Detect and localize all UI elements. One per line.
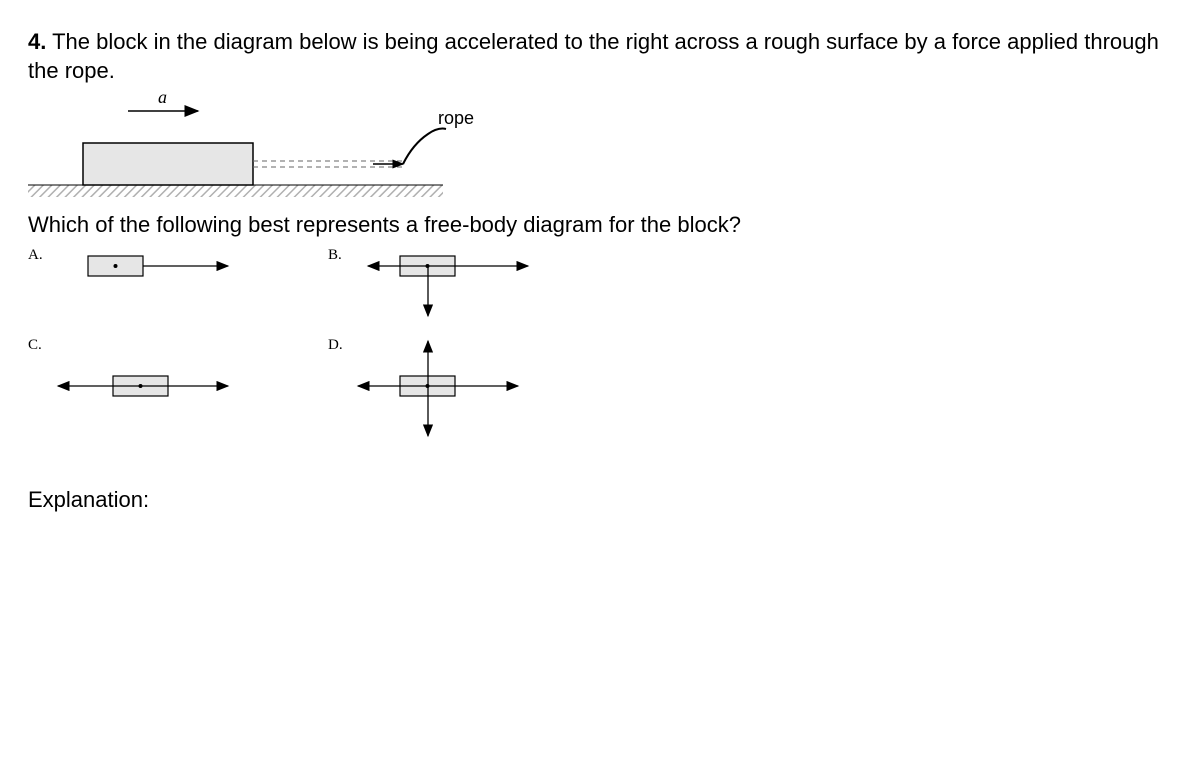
option-b-label: B. xyxy=(328,246,342,266)
option-a: A. xyxy=(28,246,328,336)
options-grid: A. B. C. D. xyxy=(28,246,1172,456)
scene-svg: a rope xyxy=(28,89,488,207)
option-c-label: C. xyxy=(28,336,42,356)
hand-curve xyxy=(403,129,446,164)
option-b-svg xyxy=(328,246,588,326)
option-a-svg xyxy=(28,246,288,326)
question-body: The block in the diagram below is being … xyxy=(28,29,1159,83)
ground xyxy=(28,185,443,197)
rope-label: rope xyxy=(438,108,474,128)
question-number: 4. xyxy=(28,29,46,54)
option-d-svg xyxy=(328,336,588,446)
option-c-svg xyxy=(28,336,288,446)
sub-question: Which of the following best represents a… xyxy=(28,211,1172,240)
option-b: B. xyxy=(328,246,628,336)
accel-label: a xyxy=(158,89,167,107)
option-c: C. xyxy=(28,336,328,456)
option-a-label: A. xyxy=(28,246,43,266)
option-d-label: D. xyxy=(328,336,343,356)
option-d: D. xyxy=(328,336,628,456)
scene-block xyxy=(83,143,253,185)
explanation-label: Explanation: xyxy=(28,486,1172,515)
scene-diagram: a rope xyxy=(28,89,488,207)
question-text: 4. The block in the diagram below is bei… xyxy=(28,28,1172,85)
